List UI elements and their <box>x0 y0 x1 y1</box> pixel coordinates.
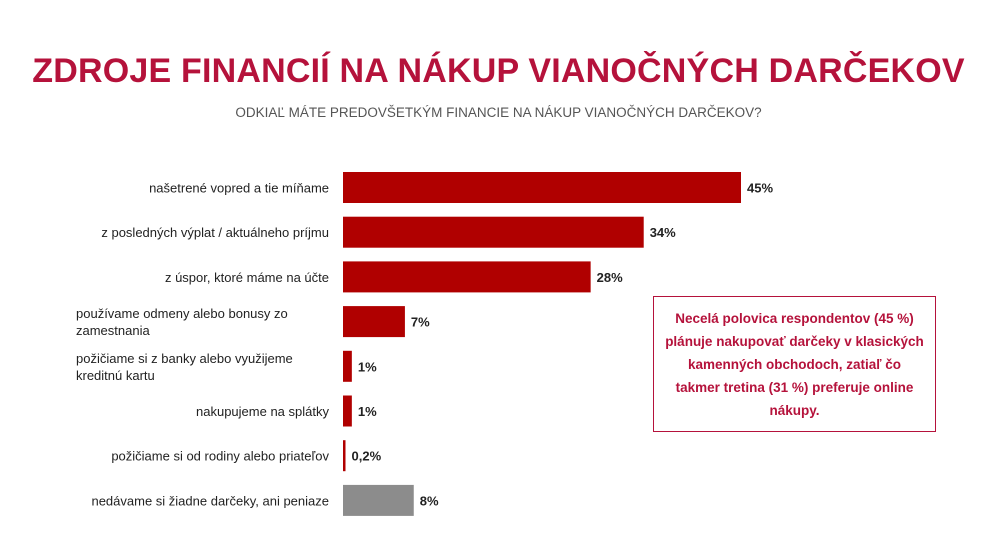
chart-subtitle: ODKIAĽ MÁTE PREDOVŠETKÝM FINANCIE NA NÁK… <box>235 105 762 120</box>
category-label-line: zamestnania <box>76 323 150 338</box>
category-label-line: kreditnú kartu <box>76 368 155 383</box>
bar-value-label-6: 0,2% <box>352 449 382 464</box>
callout-text: Necelá polovica respondentov (45 %) plán… <box>665 310 924 418</box>
category-label-4: požičiame si z banky alebo využijeme kred… <box>76 351 293 383</box>
category-label-0: našetrené vopred a tie míňame <box>149 181 329 196</box>
category-label-line: používame odmeny alebo bonusy zo <box>76 306 288 321</box>
category-label-2: z úspor, ktoré máme na účte <box>165 270 329 285</box>
bar-1 <box>343 216 644 248</box>
bar-5 <box>343 395 352 427</box>
category-label-3: používame odmeny alebo bonusy zo zamestna… <box>76 306 288 338</box>
bar-2 <box>343 261 591 293</box>
category-label-5: nakupujeme na splátky <box>196 404 329 419</box>
category-label-6: požičiame si od rodiny alebo priateľov <box>111 449 329 464</box>
bar-value-label-0: 45% <box>747 181 773 196</box>
bar-value-label-1: 34% <box>650 225 676 240</box>
bar-7 <box>343 484 414 516</box>
bar-value-label-2: 28% <box>597 270 623 285</box>
bar-value-label-3: 7% <box>411 315 430 330</box>
bar-value-label-5: 1% <box>358 404 377 419</box>
bar-3 <box>343 306 405 338</box>
category-label-7: nedávame si žiadne darčeky, ani peniaze <box>91 493 329 508</box>
bar-value-label-4: 1% <box>358 359 377 374</box>
callout-box: Necelá polovica respondentov (45 %) plán… <box>653 296 936 432</box>
bar-0 <box>343 172 741 203</box>
bar-value-label-7: 8% <box>420 493 439 508</box>
bar-6 <box>343 440 346 472</box>
bar-4 <box>343 350 352 382</box>
category-label-1: z posledných výplat / aktuálneho príjmu <box>101 225 329 240</box>
category-label-line: požičiame si z banky alebo využijeme <box>76 351 293 366</box>
chart-title: ZDROJE FINANCIÍ NA NÁKUP VIANOČNÝCH DARČ… <box>32 52 965 90</box>
